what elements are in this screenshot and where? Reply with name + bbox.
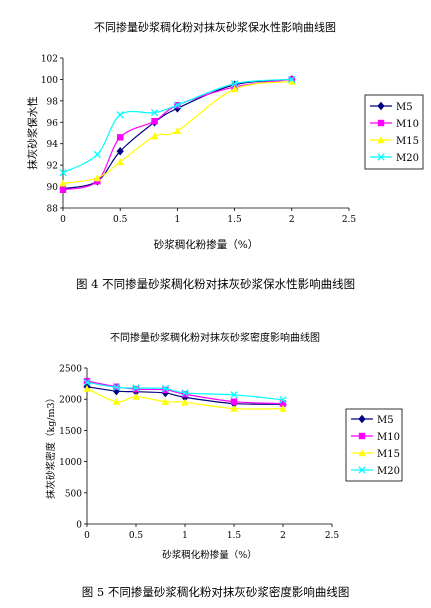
water-retention-chart-svg: 不同掺量砂浆稠化粉对抹灰砂浆保水性影响曲线图889092949698100102… [26,20,424,251]
series-m15-point [279,404,287,412]
y-tick-label: 92 [47,162,58,172]
water-retention-figure-caption: 图 4 不同掺量砂浆稠化粉对抹灰砂浆保水性影响曲线图 [75,277,356,291]
density-chart: 不同掺量砂浆稠化粉对抹灰砂浆密度影响曲线图 0 500 1000 1500 2000 250… [0,318,431,608]
y-tick-label: 96 [47,119,59,129]
series-m15-point [161,397,170,405]
series-m10-point [181,391,189,398]
y-tick-label: 0 [76,521,82,531]
series-m10-point [279,400,287,407]
series-m10-point [94,178,101,185]
chart-title: 不同掺量砂浆稠化粉对抹灰砂浆保水性影响曲线图 [94,20,336,34]
y-tick-label: 98 [47,97,59,107]
chart-title: 不同掺量砂浆稠化粉对抹灰砂浆密度影响曲线图 [110,331,320,344]
series-m15-point [132,393,140,400]
series-m20-point [59,168,67,177]
x-axis-label: 砂浆稠化粉掺量（%） [154,238,258,251]
series-m10-point [132,386,140,393]
legend-m15-label: M15 [396,136,419,147]
series-m15-point [173,127,182,135]
x-tick-label: 0.5 [113,215,128,225]
series-m5-line [62,78,292,190]
series-m10-point [230,398,238,405]
x-tick-label: 1 [175,215,181,225]
y-tick-label: 2000 [59,396,82,406]
series-m20-point [279,396,287,404]
series-m10-line [62,78,292,191]
series-m20-point [173,101,182,109]
series-m20-point [112,383,121,392]
series-m20-point [150,108,159,117]
series-m15-point [230,85,239,93]
series-m20-point [161,384,170,393]
series-m20-point [181,389,189,397]
legend-m15-marker [358,449,366,457]
x-tick-label: 0.5 [129,531,144,541]
legend-m10-marker [358,432,366,440]
x-tick-label: 0 [60,215,66,225]
legend-m20-label: M20 [377,466,400,477]
series-m20-line [62,78,292,174]
y-tick-label: 100 [41,76,58,86]
x-tick-label: 1.5 [227,531,242,541]
legend-box [345,408,403,482]
series-m10-point [151,118,158,125]
x-tick-label: 1 [182,531,188,541]
series-m15-point [230,404,238,412]
series-m5-point [116,146,124,156]
series-m15-point [116,158,124,166]
series-m20-point [230,80,239,88]
y-tick-label: 1500 [59,427,82,437]
series-m10-point [83,377,91,385]
y-axis-label: 抹灰砂浆保水性 [26,96,39,170]
y-tick-label: 102 [41,55,58,65]
series-m20-point [288,75,296,84]
series-m20-point [230,391,238,399]
series-m15-point [59,179,67,187]
legend-m5-label: M5 [377,415,394,426]
series-m15-point [112,397,121,405]
legend-m15-marker [377,136,385,144]
series-m20-point [93,150,101,159]
series-m15-point [83,384,91,392]
series-m10-point [59,186,67,193]
legend-m10-marker [377,119,385,127]
y-tick-label: 2500 [59,365,82,375]
series-m10-point [162,386,169,394]
y-tick-label: 500 [65,489,82,499]
series-m10-point [117,134,124,141]
series-m15-point [150,132,159,140]
y-tick-label: 90 [47,183,59,193]
legend-m20-label: M20 [396,153,419,164]
series-m15-point [93,174,102,182]
series-m20-point [132,384,140,392]
y-axis-label: 抹灰砂浆密度（kg/m3） [45,393,57,499]
legend-m10-label: M10 [377,432,400,443]
x-tick-label: 0 [84,531,90,541]
series-m15-point [288,77,296,85]
y-tick-label: 1000 [59,458,82,468]
legend-m20-marker [377,153,385,161]
legend-m20-marker [358,466,366,474]
x-axis-label: 砂浆稠化粉掺量（%） [162,549,257,561]
series-m20-point [83,378,91,387]
y-tick-label: 88 [47,205,59,215]
x-tick-label: 1.5 [227,215,242,225]
legend-m5-marker [358,414,366,424]
legend-m5-label: M5 [396,102,413,113]
x-tick-label: 2 [280,531,286,541]
legend-m10-label: M10 [396,119,419,130]
water-retention-chart: 不同掺量砂浆稠化粉对抹灰砂浆保水性影响曲线图 88 90 92 94 96 98 100 102… [0,0,431,300]
x-tick-label: 2 [289,215,295,225]
density-chart-svg: 不同掺量砂浆稠化粉对抹灰砂浆密度影响曲线图 0 500 1000 1500 2000 250… [45,331,403,561]
series-m15-point [181,398,189,406]
y-tick-label: 94 [47,140,59,150]
legend-m15-label: M15 [377,449,400,460]
series-m20-point [116,111,124,119]
legend-m5-marker [377,101,385,111]
x-tick-label: 2.5 [325,531,340,541]
x-tick-label: 2.5 [342,215,357,225]
density-figure-caption: 图 5 不同掺量砂浆稠化粉对抹灰砂浆密度影响曲线图 [81,585,350,599]
